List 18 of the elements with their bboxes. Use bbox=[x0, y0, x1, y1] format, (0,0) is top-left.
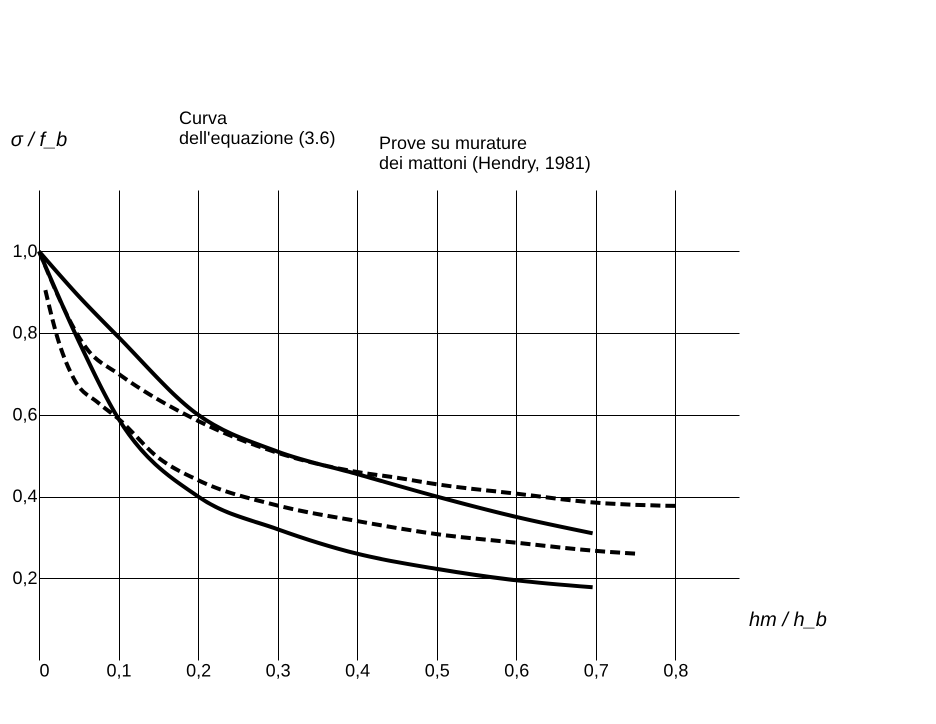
y-tick-label: 1,0 bbox=[12, 240, 38, 261]
x-tick-label: 0,1 bbox=[106, 660, 132, 680]
y-tick-label: 0,4 bbox=[12, 486, 38, 506]
text: Prove su murature dei mattoni (Hendry, 1981) bbox=[379, 133, 591, 173]
x-tick-label: 0,7 bbox=[584, 660, 609, 680]
text: Curva dell'equazione (3.6) bbox=[179, 108, 336, 148]
y-tick-label: 0,2 bbox=[12, 568, 38, 588]
x-tick-label: 0,2 bbox=[186, 660, 212, 680]
x-tick-label: 0,3 bbox=[266, 660, 291, 680]
x-tick-label: 0,6 bbox=[504, 660, 530, 680]
x-axis-title: hm / h_b bbox=[749, 609, 827, 631]
x-tick-label: 0 bbox=[40, 660, 50, 680]
x-tick-label: 0,5 bbox=[424, 660, 450, 680]
y-tick-label: 0,8 bbox=[12, 322, 38, 343]
x-tick-label: 0,8 bbox=[663, 660, 688, 680]
y-axis-title: σ / f_b bbox=[10, 129, 68, 151]
y-tick-label: 0,6 bbox=[12, 404, 38, 424]
x-tick-label: 0,4 bbox=[345, 660, 370, 680]
